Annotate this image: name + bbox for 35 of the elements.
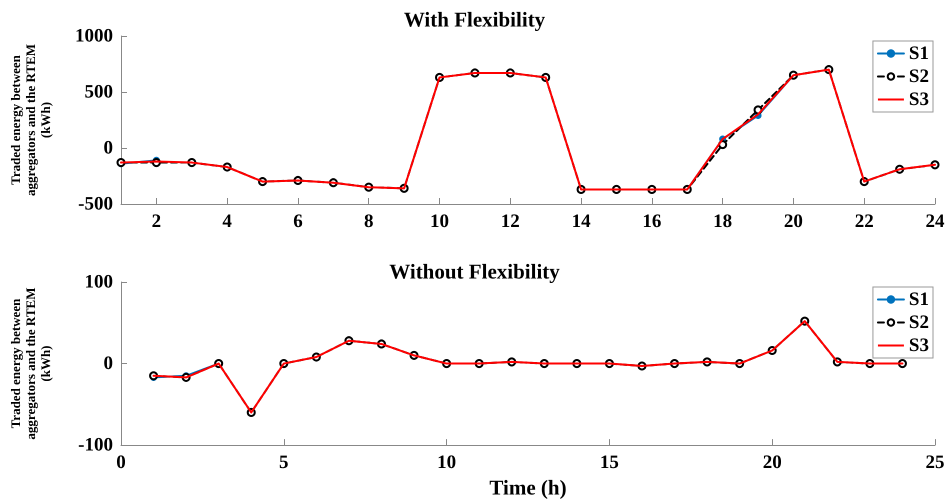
- x-tick-label: 14: [572, 211, 592, 232]
- x-tick-label: 10: [430, 211, 450, 232]
- y-tick-label: -500: [78, 194, 113, 214]
- x-tick-label: 16: [642, 211, 662, 232]
- y-tick-label: 100: [84, 272, 113, 292]
- x-tick-label: 15: [600, 452, 619, 474]
- y-tick-label: -100: [78, 434, 113, 456]
- x-tick-label: 2: [152, 211, 162, 232]
- legend-label: S2: [908, 66, 930, 87]
- x-tick-label: 8: [364, 211, 374, 232]
- legend-label: S1: [908, 289, 930, 310]
- legend-label: S1: [908, 43, 930, 64]
- x-tick-label: 24: [926, 211, 945, 232]
- y-axis-title: Traded energy between aggregators and the RTEM (kWh): [8, 288, 53, 440]
- x-tick-label: 22: [854, 211, 874, 232]
- legend-label: S3: [908, 89, 930, 110]
- x-tick-label: 6: [293, 211, 303, 232]
- x-tick-label: 18: [713, 211, 732, 232]
- x-tick-label: 5: [279, 452, 289, 474]
- chart-title: With Flexibility: [404, 8, 546, 32]
- y-tick-label: 0: [104, 353, 113, 374]
- x-tick-label: 20: [762, 452, 782, 474]
- y-axis-title: Traded energy between aggregators and the RTEM (kWh): [8, 44, 53, 196]
- legend-label: S2: [908, 312, 930, 333]
- y-tick-label: 0: [104, 138, 113, 158]
- y-tick-label: 500: [84, 82, 113, 102]
- x-tick-label: 4: [222, 211, 232, 232]
- x-tick-label: 10: [437, 452, 456, 474]
- legend-label: S3: [908, 335, 930, 356]
- chart-title: Without Flexibility: [389, 260, 560, 284]
- x-axis-title: Time (h): [489, 476, 567, 500]
- x-tick-label: 12: [500, 211, 520, 232]
- x-tick-label: 20: [784, 211, 803, 232]
- y-tick-label: 1000: [75, 26, 113, 46]
- x-tick-label: 25: [926, 452, 944, 474]
